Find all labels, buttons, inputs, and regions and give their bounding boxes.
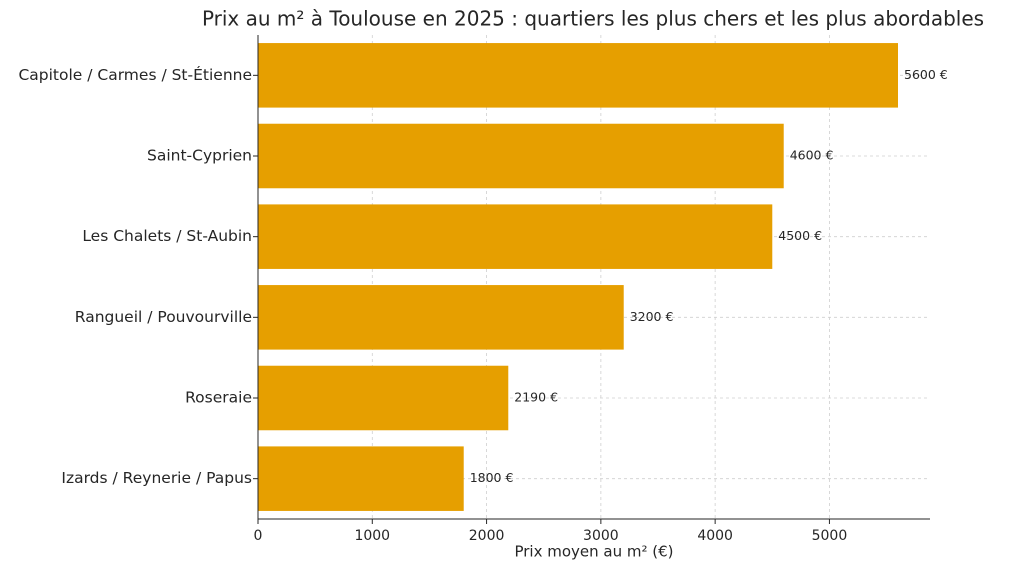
bar <box>258 204 773 269</box>
x-tick-label: 5000 <box>812 528 848 544</box>
value-label: 5600 € <box>904 67 948 82</box>
y-tick-label: Les Chalets / St-Aubin <box>82 227 252 245</box>
bar <box>258 123 784 189</box>
chart-title: Prix au m² à Toulouse en 2025 : quartier… <box>202 7 984 31</box>
y-tick-label: Izards / Reynerie / Papus <box>61 469 252 487</box>
y-tick-label: Roseraie <box>185 389 252 407</box>
y-tick-label: Rangueil / Pouvourville <box>75 308 252 326</box>
bar <box>258 285 624 350</box>
bar <box>258 446 464 511</box>
y-tick-label: Capitole / Carmes / St-Étienne <box>18 65 252 84</box>
x-tick-label: 2000 <box>469 528 505 544</box>
x-tick-label: 4000 <box>697 528 733 544</box>
bar <box>258 43 898 108</box>
x-tick-label: 1000 <box>354 528 390 544</box>
x-tick-label: 3000 <box>583 528 619 544</box>
bar <box>258 365 509 431</box>
value-label: 3200 € <box>630 309 674 324</box>
value-label: 1800 € <box>470 470 514 485</box>
value-label: 2190 € <box>514 390 558 405</box>
x-tick-label: 0 <box>254 528 263 544</box>
value-label: 4500 € <box>778 228 822 243</box>
y-tick-label: Saint-Cyprien <box>147 147 252 165</box>
x-axis-label: Prix moyen au m² (€) <box>514 543 673 561</box>
value-label: 4600 € <box>790 148 834 163</box>
